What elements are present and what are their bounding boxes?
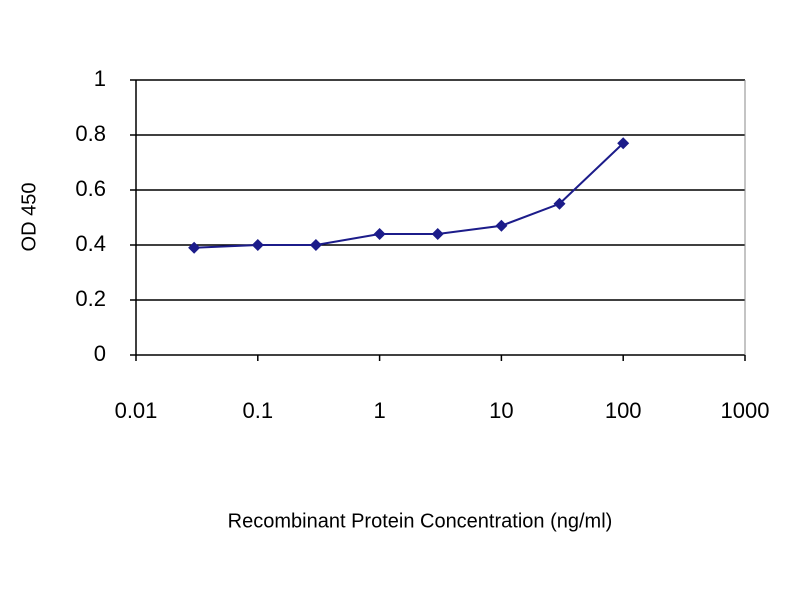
data-point [495,219,508,232]
data-point [188,241,201,254]
data-line [194,142,624,249]
data-point [309,239,322,251]
y-tick-label: 0.2 [75,286,106,311]
y-axis-title: OD 450 [18,183,40,252]
plot-area [136,80,745,355]
y-tick-label: 0.8 [75,121,106,146]
x-axis-title: Recombinant Protein Concentration (ng/ml… [228,510,613,532]
x-tick-label: 10 [489,398,513,423]
x-tick-label: 0.01 [115,398,158,423]
data-point [251,239,264,251]
data-point [553,197,566,210]
data-point [431,228,444,240]
x-tick-label: 100 [605,398,642,423]
data-point [373,228,386,240]
x-tick-label: 1 [373,398,385,423]
data-point [617,137,630,150]
y-tick-label: 0 [94,341,106,366]
y-tick-label: 0.6 [75,176,106,201]
x-tick-label: 0.1 [243,398,274,423]
y-tick-label: 0.4 [75,231,106,256]
y-tick-label: 1 [94,66,106,91]
x-tick-label: 1000 [721,398,770,423]
